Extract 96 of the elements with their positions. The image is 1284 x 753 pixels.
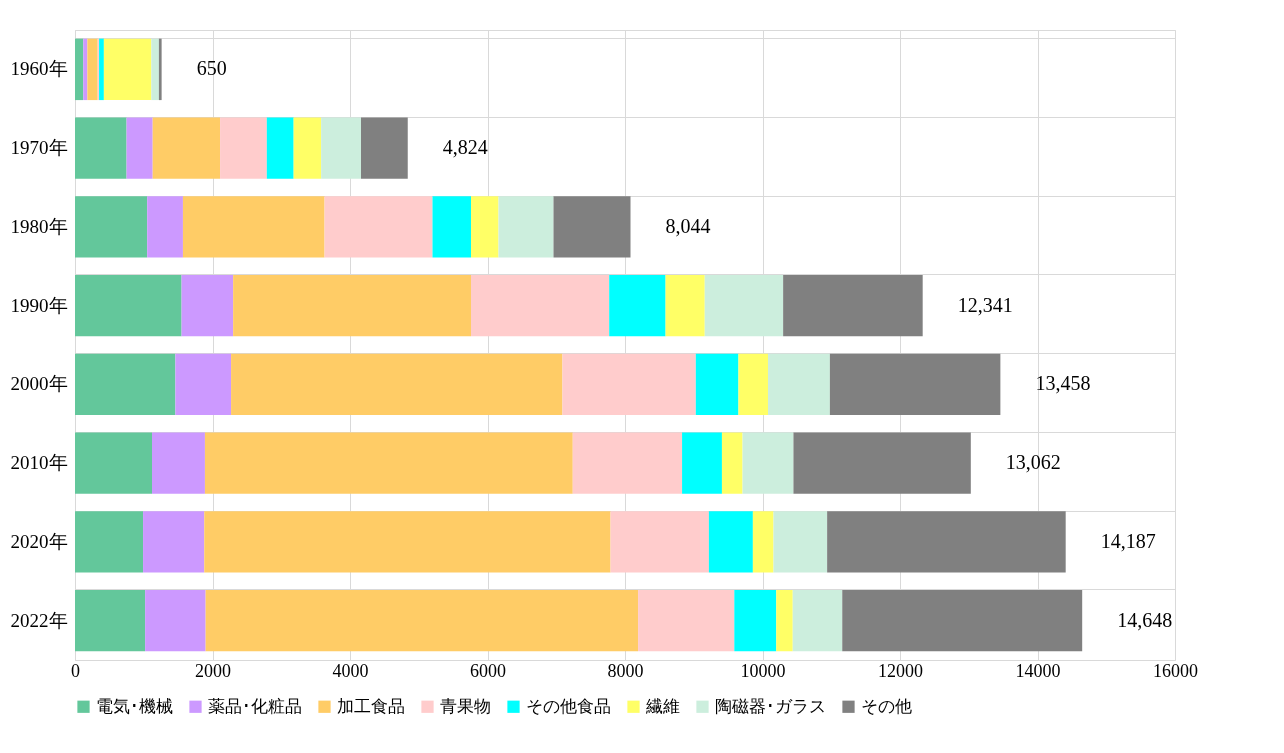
y-tick-label: 1960年	[10, 58, 68, 80]
bar	[266, 117, 294, 179]
bar	[324, 196, 433, 258]
bar	[665, 274, 705, 337]
annotation: 8,044	[665, 214, 711, 237]
x-tick-label: 0	[71, 660, 80, 681]
bar	[158, 38, 162, 101]
annotation: 12,341	[957, 293, 1013, 316]
bar	[361, 117, 408, 179]
annotation: 650	[196, 57, 227, 80]
x-tick-label: 2000	[195, 660, 231, 681]
bar	[75, 38, 84, 101]
bar	[793, 432, 971, 494]
bar	[768, 353, 830, 416]
bar	[721, 432, 743, 494]
bar	[682, 432, 722, 494]
annotation: 13,458	[1035, 372, 1091, 395]
bar	[553, 196, 631, 258]
bar	[205, 589, 639, 652]
legend-label: その他食品	[526, 695, 611, 716]
bar	[829, 353, 1001, 416]
y-tick-label: 2000年	[10, 373, 68, 395]
bar	[471, 196, 499, 258]
y-tick-label: 2020年	[10, 530, 68, 552]
x-tick-label: 14000	[1015, 660, 1061, 681]
legend-label: 繊維	[645, 695, 680, 716]
x-tick-label: 4000	[332, 660, 369, 681]
bar	[827, 511, 1066, 573]
bar	[126, 117, 153, 179]
bar	[204, 432, 573, 494]
bar	[708, 511, 753, 573]
bar	[610, 511, 709, 573]
bar	[734, 589, 777, 652]
bar	[75, 196, 148, 258]
bar	[471, 274, 610, 337]
bar	[695, 353, 739, 416]
bar	[609, 274, 666, 337]
bar	[220, 117, 267, 179]
annotation: 13,062	[1005, 451, 1061, 474]
bar	[181, 274, 234, 337]
bar	[572, 432, 683, 494]
bar	[182, 196, 325, 258]
bar	[752, 511, 774, 573]
bar	[432, 196, 471, 258]
x-tick-label: 8000	[607, 660, 644, 681]
bar	[87, 38, 98, 101]
bar	[143, 511, 205, 573]
bar	[776, 589, 793, 652]
bar	[75, 274, 182, 337]
bar	[75, 353, 176, 416]
bar	[773, 511, 828, 573]
bar	[175, 353, 232, 416]
bar	[738, 353, 768, 416]
y-tick-label: 1970年	[10, 137, 68, 159]
y-tick-label: 1990年	[10, 294, 68, 316]
bar	[792, 589, 843, 652]
bar	[75, 117, 127, 179]
bar	[83, 38, 88, 101]
x-tick-label: 6000	[470, 660, 506, 681]
bar	[562, 353, 696, 416]
x-tick-label: 10000	[740, 660, 786, 681]
legend-label: 青果物	[440, 695, 491, 716]
y-tick-label: 1980年	[10, 215, 68, 237]
x-tick-label: 12000	[878, 660, 923, 681]
bar	[204, 511, 611, 573]
bar	[498, 196, 554, 258]
bar	[638, 589, 735, 652]
bar	[293, 117, 322, 179]
bar	[742, 432, 794, 494]
bar	[99, 38, 104, 101]
bar	[75, 511, 144, 573]
bar	[783, 274, 923, 337]
annotation: 14,187	[1100, 529, 1156, 552]
y-tick-label: 2022年	[10, 609, 68, 631]
bar	[152, 432, 205, 494]
legend-label: その他	[861, 695, 912, 716]
bar	[147, 196, 183, 258]
bar	[704, 274, 784, 337]
y-tick-label: 2010年	[10, 452, 68, 474]
bar	[321, 117, 361, 179]
bar	[231, 353, 563, 416]
annotation: 14,648	[1117, 608, 1173, 631]
bar	[152, 117, 221, 179]
bar	[75, 589, 146, 652]
legend-label: 電気･機械	[96, 695, 173, 716]
legend-label: 陶磁器･ガラス	[715, 695, 826, 716]
legend-label: 薬品･化粧品	[208, 695, 302, 716]
x-tick-label: 16000	[1153, 660, 1198, 681]
annotation: 4,824	[442, 136, 488, 159]
bar	[103, 38, 152, 101]
bar	[151, 38, 159, 101]
bar	[842, 589, 1083, 652]
bar	[233, 274, 471, 337]
bar	[145, 589, 206, 652]
bar	[75, 432, 152, 494]
legend-label: 加工食品	[337, 695, 405, 716]
